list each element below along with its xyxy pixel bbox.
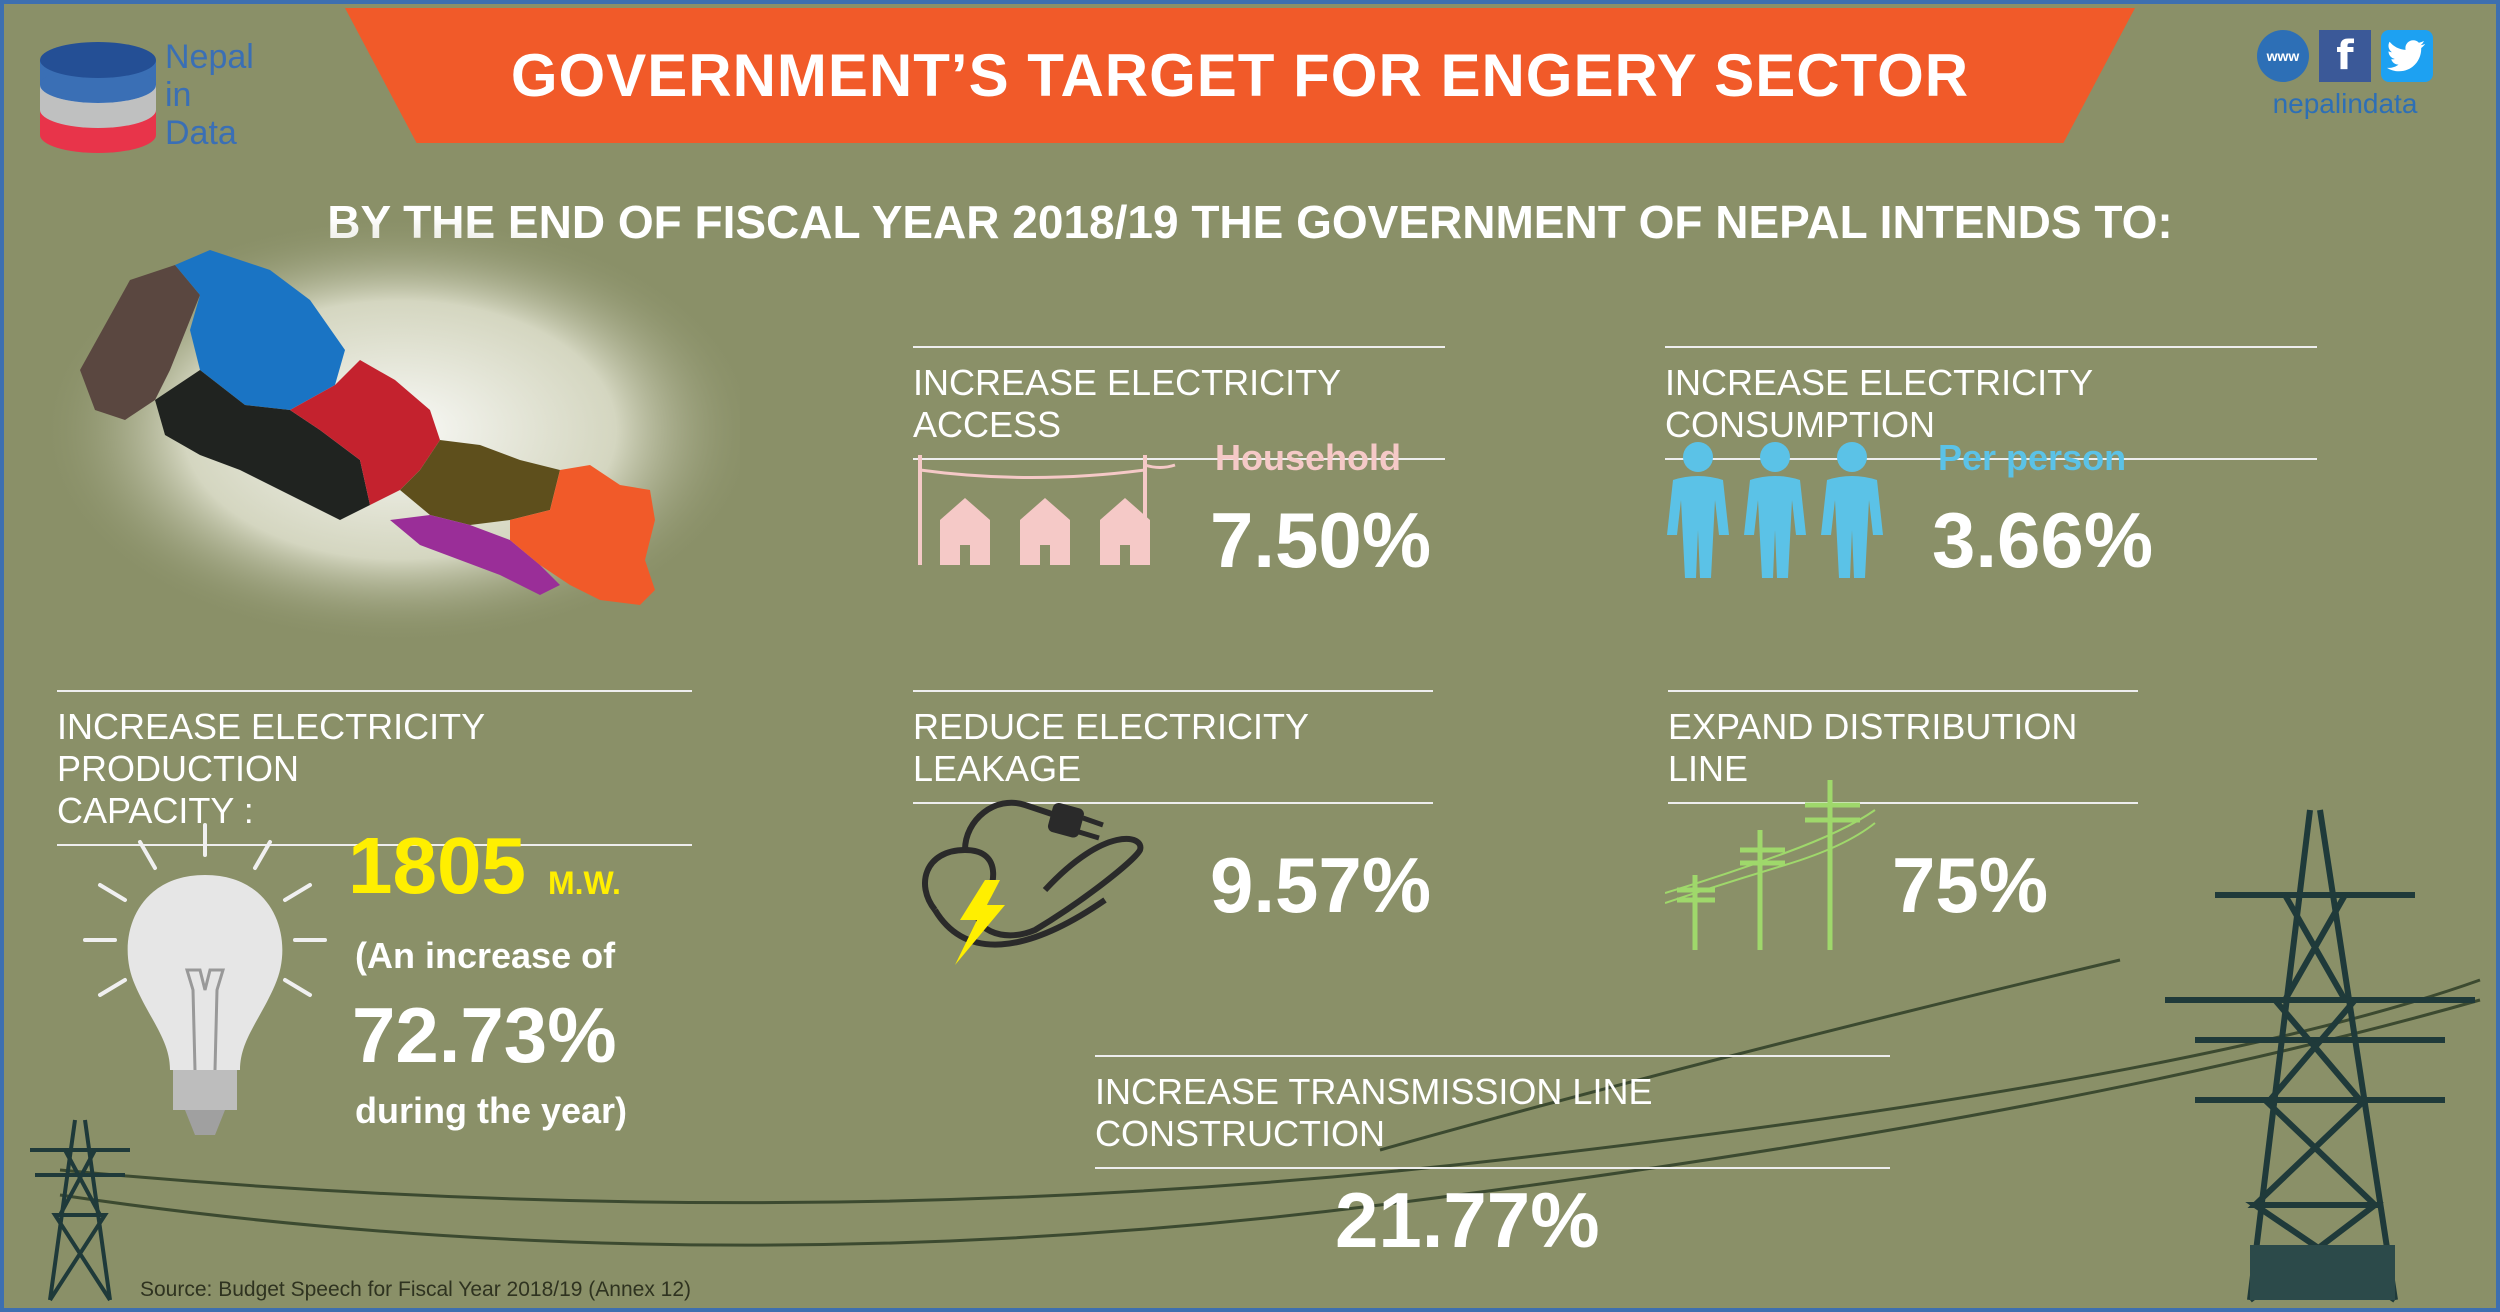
nepal-in-data-logo (38, 30, 158, 165)
light-bulb-icon (83, 823, 327, 1135)
leakage-heading: REDUCE ELECTRICITY LEAKAGE (913, 690, 1433, 804)
nepal-map-icon (40, 220, 740, 640)
consumption-value: 3.66% (1932, 496, 2154, 584)
twitter-icon[interactable] (2381, 30, 2433, 82)
page-title: GOVERNMENT’S TARGET FOR ENGERY SECTOR (510, 42, 1970, 109)
distribution-heading: EXPAND DISTRIBUTION LINE (1668, 690, 2138, 804)
transmission-tower-icon (30, 1119, 130, 1302)
plug-icon (922, 799, 1144, 965)
production-note2: during the year) (355, 1090, 628, 1131)
title-banner: GOVERNMENT’S TARGET FOR ENGERY SECTOR (345, 8, 2135, 143)
production-unit: M.W. (548, 865, 621, 901)
consumption-sub: Per person (1938, 437, 2127, 478)
access-value: 7.50% (1210, 496, 1432, 584)
logo-line-1: Nepal (165, 38, 254, 76)
distribution-value: 75% (1892, 841, 2049, 929)
consumption-heading: INCREASE ELECTRICITY CONSUMPTION (1665, 346, 2317, 460)
transmission-heading: INCREASE TRANSMISSION LINE CONSTRUCTION (1095, 1055, 1890, 1169)
house-icon (918, 455, 1176, 565)
person-icon (1667, 442, 1883, 578)
leakage-value: 9.57% (1210, 841, 1432, 929)
globe-icon[interactable]: www (2257, 30, 2309, 82)
social-handle: nepalindata (2272, 88, 2418, 119)
production-note1: (An increase of (355, 935, 616, 976)
production-pct: 72.73% (352, 991, 617, 1079)
logo-text: Nepal in Data (165, 38, 254, 152)
social-block: www f nepalindata (2245, 30, 2445, 120)
source-note: Source: Budget Speech for Fiscal Year 20… (140, 1278, 692, 1301)
utility-pole-icon (1665, 780, 1876, 950)
transmission-value: 21.77% (1335, 1176, 1600, 1264)
production-heading-line1: INCREASE ELECTRICITY PRODUCTION (57, 706, 485, 789)
transmission-tower-icon (2165, 809, 2475, 1303)
logo-line-3: Data (165, 114, 237, 152)
access-heading: INCREASE ELECTRICITY ACCESS (913, 346, 1445, 460)
production-heading: INCREASE ELECTRICITY PRODUCTION CAPACITY… (57, 690, 692, 846)
production-heading-line2: CAPACITY : (57, 790, 254, 831)
logo-line-2: in (165, 76, 192, 114)
production-value: 1805 (348, 821, 526, 910)
facebook-icon[interactable]: f (2319, 30, 2371, 82)
intro-text: BY THE END OF FISCAL YEAR 2018/19 THE GO… (327, 196, 2173, 248)
access-sub: Household (1215, 437, 1401, 478)
